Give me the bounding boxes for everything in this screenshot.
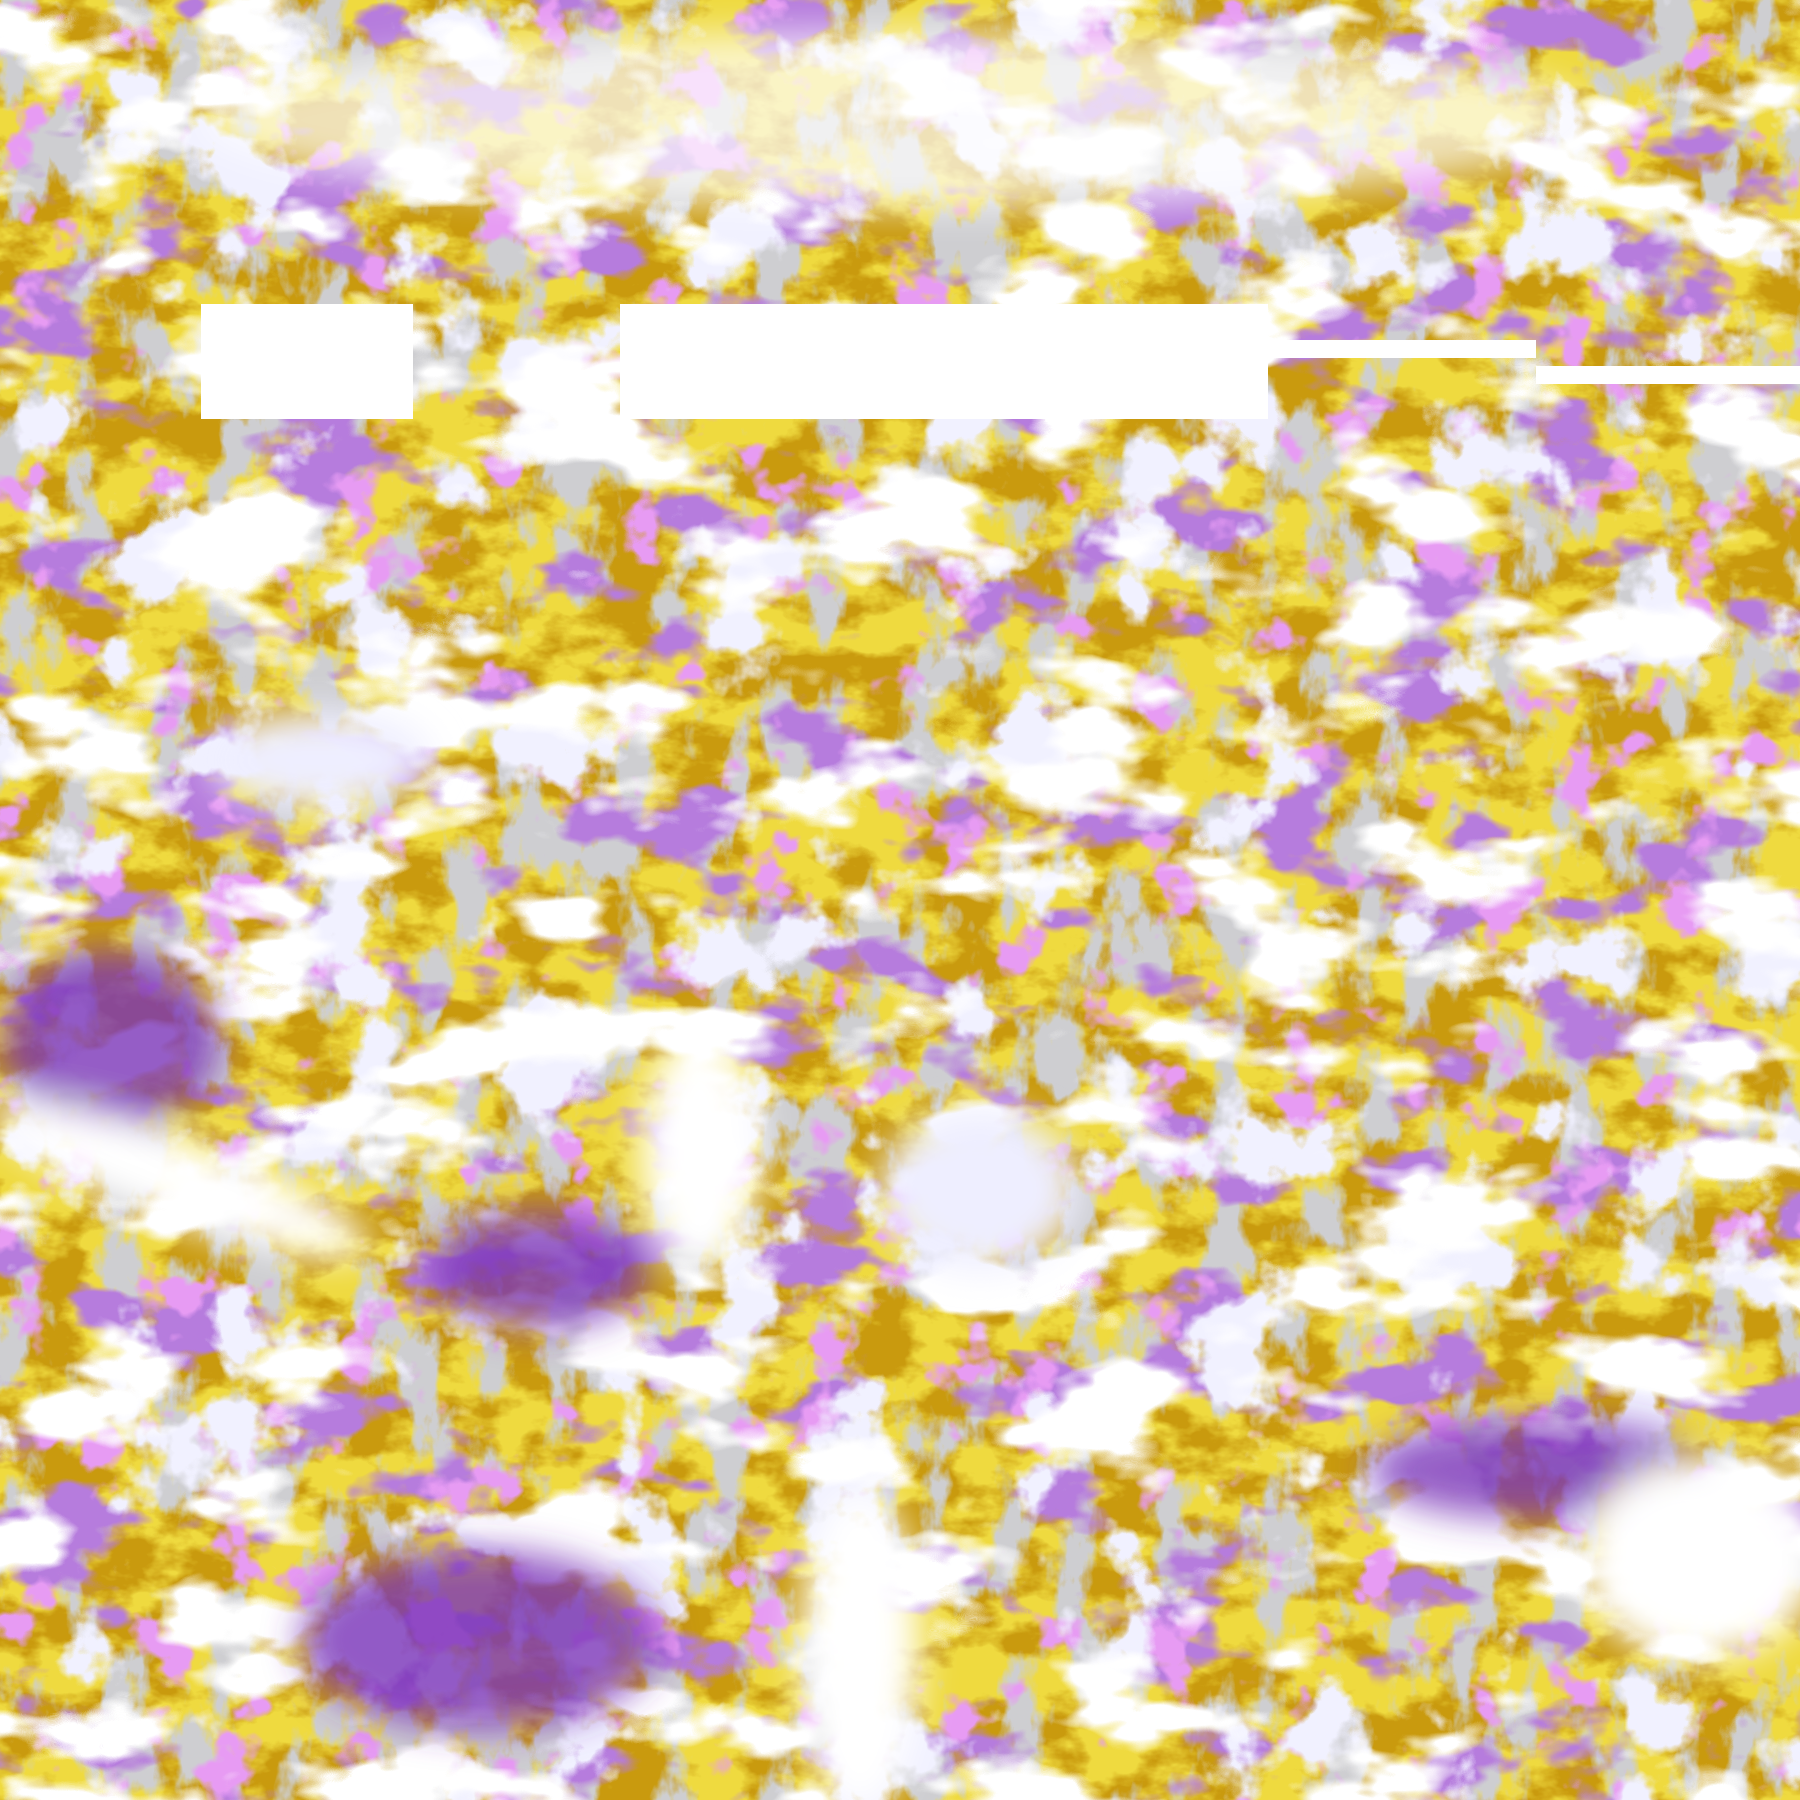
clear-region	[800, 1490, 920, 1800]
clear-region	[0, 1101, 369, 1259]
purple-region	[430, 1210, 650, 1330]
large-features	[0, 30, 1800, 1800]
masked-area	[620, 304, 1268, 419]
purple-region	[300, 1550, 660, 1730]
masked-strip	[1268, 340, 1536, 358]
cloud-region	[210, 710, 430, 810]
masked-area	[201, 304, 413, 419]
clear-region	[640, 1030, 760, 1270]
cloud-region	[880, 1110, 1080, 1270]
clear-region	[1580, 1460, 1800, 1660]
clear-region	[200, 30, 1600, 210]
masked-strip	[1536, 366, 1800, 384]
purple-region	[0, 950, 220, 1130]
